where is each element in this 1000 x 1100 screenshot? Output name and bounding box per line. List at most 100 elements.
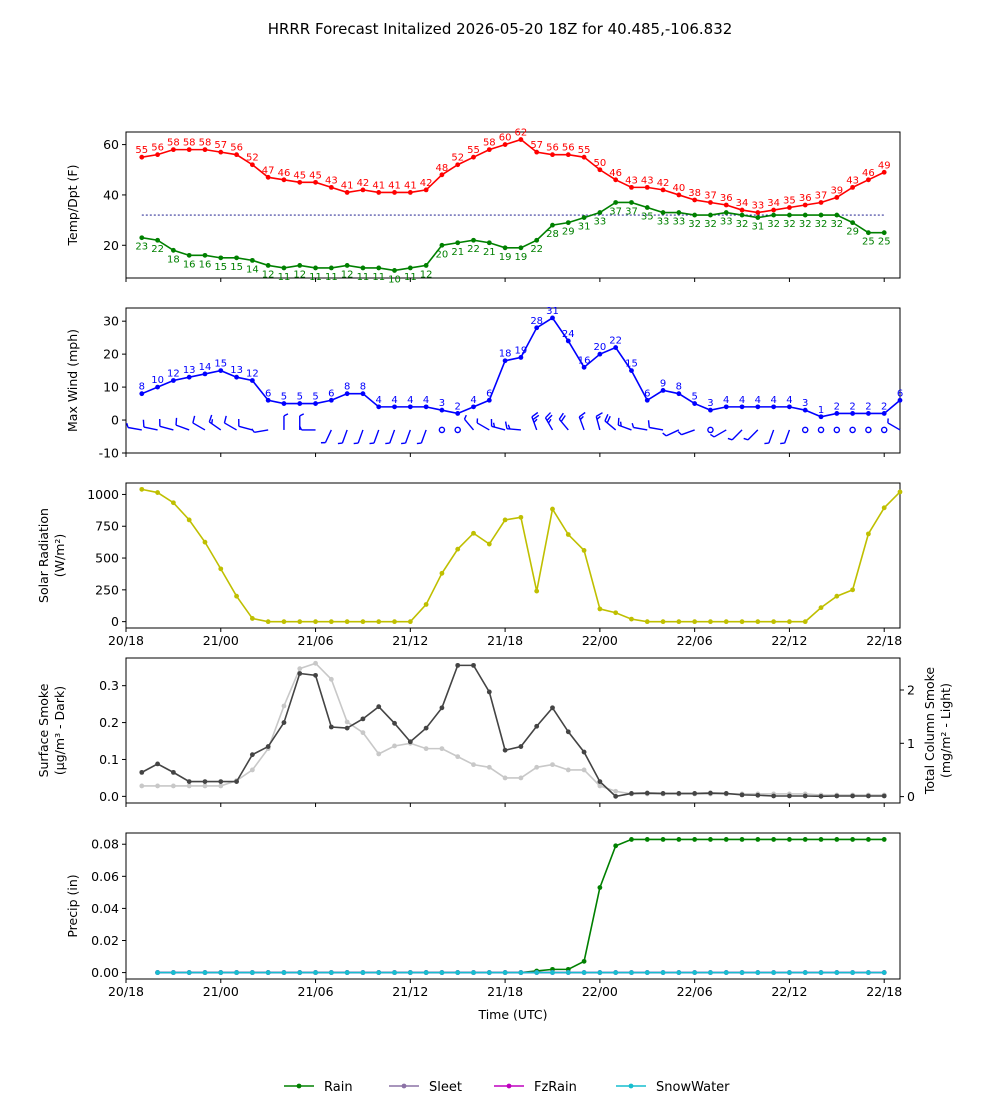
wind-barb-staff xyxy=(324,429,332,443)
data-label-dewpoint: 29 xyxy=(846,227,859,238)
data-point-temp xyxy=(771,207,777,213)
data-point-wind xyxy=(139,391,145,397)
wind-barb-staff xyxy=(389,429,396,444)
wind-barb-flag xyxy=(595,412,603,418)
data-label-wind: 1 xyxy=(818,405,824,416)
wind-barb-flag xyxy=(743,437,749,441)
data-point-smoke_dark xyxy=(170,769,176,775)
data-point-dewpoint xyxy=(866,230,871,236)
data-point-solar xyxy=(534,588,540,594)
y-tick-label: 0 xyxy=(111,413,119,428)
wind-barb-staff xyxy=(665,429,680,437)
data-label-temp: 43 xyxy=(846,175,859,186)
data-point-solar xyxy=(376,619,382,625)
data-point-wind xyxy=(739,404,745,410)
data-point-solar xyxy=(455,546,461,552)
wind-barbs xyxy=(126,411,901,445)
wind-barb-staff xyxy=(731,429,743,441)
y-tick-label: 250 xyxy=(95,582,119,597)
data-point-solar xyxy=(644,619,650,625)
data-point-smoke_dark xyxy=(186,779,192,785)
data-point-rain xyxy=(660,837,666,842)
series-line-temp xyxy=(141,138,885,214)
data-point-solar xyxy=(249,616,255,621)
data-label-wind: 4 xyxy=(407,395,413,406)
data-point-dewpoint xyxy=(407,265,413,271)
data-point-smoke_dark xyxy=(518,744,524,749)
data-point-solar xyxy=(170,500,176,506)
wind-barb-staff xyxy=(238,425,253,431)
data-label-dewpoint: 12 xyxy=(262,269,275,280)
data-label-dewpoint: 11 xyxy=(325,272,338,283)
data-label-wind: 9 xyxy=(660,378,666,389)
data-point-snowwater xyxy=(281,970,287,975)
data-label-dewpoint: 31 xyxy=(578,222,591,233)
data-point-wind xyxy=(708,407,713,413)
wind-barb-flag xyxy=(533,418,538,423)
data-point-smoke_dark xyxy=(439,705,445,711)
data-point-temp xyxy=(723,202,729,208)
data-point-smoke_light xyxy=(439,746,445,752)
data-point-temp xyxy=(850,184,856,190)
data-label-temp: 35 xyxy=(783,196,796,207)
data-point-snowwater xyxy=(218,970,224,975)
data-label-temp: 41 xyxy=(372,180,385,191)
data-point-solar xyxy=(344,619,350,625)
data-point-snowwater xyxy=(534,970,540,975)
data-label-wind: 2 xyxy=(865,401,871,412)
data-point-wind xyxy=(723,404,729,410)
legend-swatch-marker xyxy=(401,1083,407,1089)
data-point-solar xyxy=(866,531,871,537)
legend-swatch-marker xyxy=(628,1083,634,1089)
data-label-wind: 3 xyxy=(802,398,808,409)
legend-label: Rain xyxy=(324,1080,353,1095)
data-point-smoke_light xyxy=(170,783,176,789)
data-point-wind xyxy=(376,404,382,410)
data-point-temp xyxy=(265,174,271,180)
data-point-temp xyxy=(613,177,619,183)
data-label-dewpoint: 20 xyxy=(436,249,449,260)
data-point-wind xyxy=(850,411,856,416)
data-point-wind xyxy=(297,401,303,406)
data-label-dewpoint: 33 xyxy=(594,217,607,228)
data-point-solar xyxy=(676,619,682,625)
data-point-smoke_dark xyxy=(297,671,303,676)
data-label-dewpoint: 28 xyxy=(546,229,559,240)
data-point-smoke_dark xyxy=(407,739,413,745)
data-point-snowwater xyxy=(692,970,698,975)
data-point-temp xyxy=(376,190,382,195)
data-point-temp xyxy=(518,137,524,142)
data-point-rain xyxy=(629,837,634,842)
data-point-wind xyxy=(613,345,619,350)
data-point-wind xyxy=(328,397,334,403)
data-point-solar xyxy=(502,517,508,523)
data-label-wind: 28 xyxy=(530,316,543,327)
data-point-wind xyxy=(581,364,587,370)
data-point-rain xyxy=(739,837,745,842)
wind-barb-flag xyxy=(606,415,611,424)
data-label-dewpoint: 32 xyxy=(830,219,843,230)
data-label-temp: 60 xyxy=(499,133,512,144)
data-label-temp: 52 xyxy=(451,153,464,164)
wind-barb-flag xyxy=(337,442,343,445)
y-tick-label: 20 xyxy=(103,347,119,362)
data-label-temp: 37 xyxy=(704,190,717,201)
data-point-rain xyxy=(581,958,587,964)
data-point-wind xyxy=(423,404,429,410)
data-label-wind: 4 xyxy=(423,395,429,406)
y-tick-label: 40 xyxy=(103,187,119,202)
data-label-dewpoint: 21 xyxy=(451,247,464,258)
data-point-dewpoint xyxy=(170,247,176,253)
wind-barb-staff xyxy=(357,429,364,444)
y-axis-label-line: Precip (in) xyxy=(65,874,80,937)
legend: Rain Sleet FzRain SnowWater xyxy=(284,1080,730,1095)
y-tick-label: 10 xyxy=(103,380,119,395)
legend-label: SnowWater xyxy=(656,1080,730,1095)
data-point-snowwater xyxy=(455,970,461,975)
data-point-dewpoint xyxy=(502,245,508,251)
wind-barb-staff xyxy=(254,429,269,434)
data-point-solar xyxy=(155,490,160,495)
data-label-wind: 6 xyxy=(486,388,492,399)
wind-barb-staff xyxy=(404,429,411,444)
